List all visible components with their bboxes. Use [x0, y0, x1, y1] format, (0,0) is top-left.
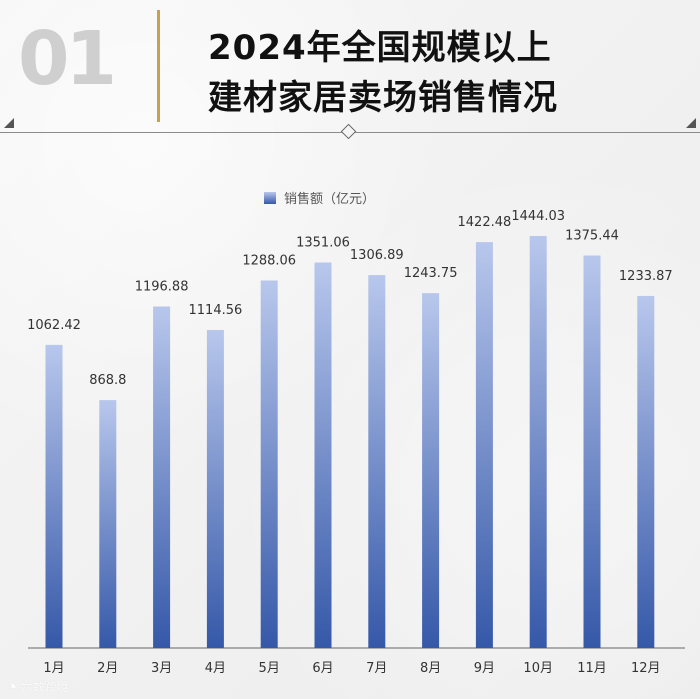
bar [99, 400, 117, 648]
x-tick-label: 4月 [205, 661, 226, 676]
bar [475, 242, 493, 649]
chart-title-line-2: 建材家居卖场销售情况 [208, 78, 558, 118]
bar-value-label: 1196.88 [135, 279, 189, 294]
bar-value-label: 1288.06 [242, 253, 296, 268]
bar [637, 295, 655, 648]
watermark-icon: ◔ [6, 679, 17, 694]
bar-value-label: 1306.89 [350, 248, 404, 263]
watermark-text: 六数跨境 [20, 680, 69, 694]
bar [529, 235, 547, 649]
x-tick-label: 1月 [43, 661, 64, 676]
bar [45, 344, 63, 648]
bar [153, 306, 171, 648]
bar [260, 280, 278, 648]
corner-mark-left [4, 118, 14, 128]
bar [583, 255, 601, 648]
legend-swatch [264, 191, 276, 204]
bar [206, 329, 224, 648]
bar [314, 262, 332, 648]
legend-label: 销售额（亿元） [284, 192, 376, 207]
bar-value-label: 1422.48 [458, 215, 512, 230]
x-tick-label: 12月 [631, 661, 661, 676]
x-tick-label: 10月 [523, 661, 553, 676]
x-tick-label: 9月 [474, 661, 495, 676]
bar-value-label: 1062.42 [27, 318, 81, 333]
x-tick-label: 11月 [577, 661, 607, 676]
bar-value-label: 1233.87 [619, 269, 673, 284]
chart-title-line-1: 2024年全国规模以上 [208, 28, 552, 68]
bar-value-label: 1243.75 [404, 266, 458, 281]
x-tick-label: 2月 [97, 661, 118, 676]
watermark: ◔ 六数跨境 [6, 678, 69, 695]
bar-value-label: 1444.03 [511, 209, 565, 224]
x-tick-label: 5月 [259, 661, 280, 676]
x-tick-label: 7月 [366, 661, 387, 676]
header-divider [157, 10, 160, 122]
bar [422, 293, 440, 648]
legend: 销售额（亿元） [264, 188, 375, 207]
section-number: 01 [18, 16, 117, 102]
bar-value-label: 1114.56 [189, 303, 243, 318]
header: 01 2024年全国规模以上 建材家居卖场销售情况 [0, 0, 700, 140]
bar-value-label: 1375.44 [565, 229, 619, 244]
x-tick-label: 3月 [151, 661, 172, 676]
bar-value-label: 868.8 [89, 373, 126, 388]
bar [368, 275, 386, 648]
x-tick-label: 6月 [312, 661, 333, 676]
x-tick-label: 8月 [420, 661, 441, 676]
bar-value-label: 1351.06 [296, 235, 350, 250]
